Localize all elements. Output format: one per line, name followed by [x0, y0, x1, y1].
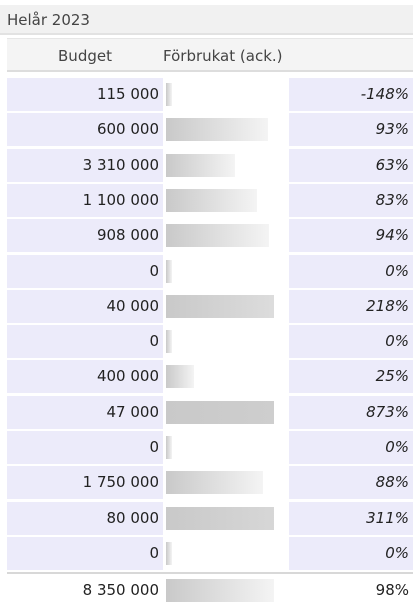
usage-percent: 25% [289, 360, 413, 394]
usage-bar [166, 153, 236, 177]
usage-bar [166, 83, 172, 106]
budget-cell: 80 000 [7, 501, 163, 535]
usage-percent: 0% [289, 431, 413, 464]
usage-percent: 873% [289, 395, 413, 429]
budget-cell: 0 [7, 325, 163, 359]
column-header[interactable]: Förbrukat (ack.) [163, 38, 413, 72]
usage-bar-cell [166, 471, 274, 495]
usage-bar-cell [166, 259, 274, 283]
title: Helår 2023 [0, 5, 413, 35]
usage-bar-cell [166, 83, 274, 106]
budget-cell: 0 [7, 254, 163, 288]
table-row: 8 350 000 98% [7, 572, 413, 607]
usage-bar [166, 541, 172, 565]
usage-bar-cell [166, 294, 274, 318]
usage-bar [166, 224, 270, 248]
usage-bar-cell [166, 224, 274, 248]
budget-cell: 8 350 000 [82, 581, 159, 600]
usage-bar [166, 330, 172, 354]
usage-bar-cell [166, 188, 274, 212]
budget-cell: 600 000 [7, 113, 163, 147]
usage-bar [166, 471, 263, 495]
table-row: 80 000 311% [7, 501, 413, 535]
usage-percent: 0% [289, 325, 413, 359]
table-row: 1 100 000 83% [7, 183, 413, 217]
budget-cell: 1 750 000 [7, 466, 163, 500]
usage-bar-cell [166, 579, 274, 603]
usage-bar [166, 294, 274, 318]
usage-percent: -148% [289, 78, 413, 111]
budget-cell: 40 000 [7, 289, 163, 323]
budget-cell: 0 [7, 536, 163, 570]
usage-percent: 218% [289, 289, 413, 323]
usage-bar [166, 188, 258, 212]
column-header[interactable]: Budget [7, 38, 163, 72]
usage-bar-cell [166, 153, 274, 177]
table-row: 1 750 000 88% [7, 466, 413, 500]
usage-bar-cell [166, 118, 274, 142]
table-row: 115 000 -148% [7, 78, 413, 111]
usage-percent: 93% [289, 113, 413, 147]
budget-cell: 0 [7, 431, 163, 464]
table-row: 0 0% [7, 325, 413, 359]
usage-bar [166, 365, 194, 389]
table-row: 47 000 873% [7, 395, 413, 429]
budget-cell: 3 310 000 [7, 148, 163, 182]
table-row: 0 0% [7, 431, 413, 464]
table-row: 40 000 218% [7, 289, 413, 323]
table-row: 3 310 000 63% [7, 148, 413, 182]
usage-bar [166, 259, 172, 283]
table-row: 908 000 94% [7, 219, 413, 253]
usage-bar-cell [166, 365, 274, 389]
budget-cell: 1 100 000 [7, 183, 163, 217]
usage-percent: 0% [289, 536, 413, 570]
usage-bar-cell [166, 436, 274, 459]
usage-bar-cell [166, 506, 274, 530]
budget-cell: 908 000 [7, 219, 163, 253]
usage-percent: 98% [375, 581, 409, 600]
table-row: 0 0% [7, 254, 413, 288]
usage-percent: 311% [289, 501, 413, 535]
table-row: 0 0% [7, 536, 413, 570]
usage-bar-cell [166, 330, 274, 354]
table-row: 600 000 93% [7, 113, 413, 147]
usage-percent: 63% [289, 148, 413, 182]
budget-cell: 47 000 [7, 395, 163, 429]
usage-percent: 0% [289, 254, 413, 288]
usage-bar [166, 400, 274, 424]
usage-bar [166, 579, 274, 603]
usage-bar [166, 118, 269, 142]
usage-percent: 94% [289, 219, 413, 253]
usage-percent: 88% [289, 466, 413, 500]
table-row: 400 000 25% [7, 360, 413, 394]
usage-bar-cell [166, 400, 274, 424]
usage-percent: 83% [289, 183, 413, 217]
usage-bar [166, 506, 274, 530]
usage-bar-cell [166, 541, 274, 565]
budget-cell: 115 000 [7, 78, 163, 111]
budget-cell: 400 000 [7, 360, 163, 394]
usage-bar [166, 436, 172, 459]
